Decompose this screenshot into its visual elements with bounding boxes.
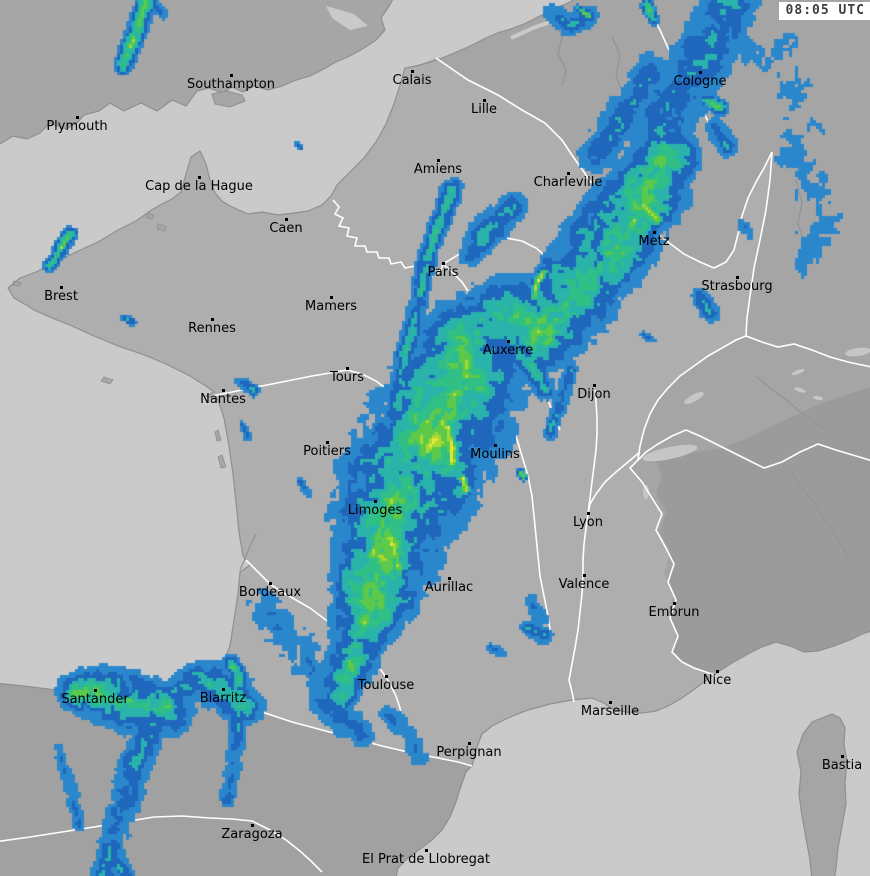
- timestamp-badge: 08:05 UTC: [778, 2, 870, 20]
- timestamp-text: 08:05 UTC: [785, 3, 865, 18]
